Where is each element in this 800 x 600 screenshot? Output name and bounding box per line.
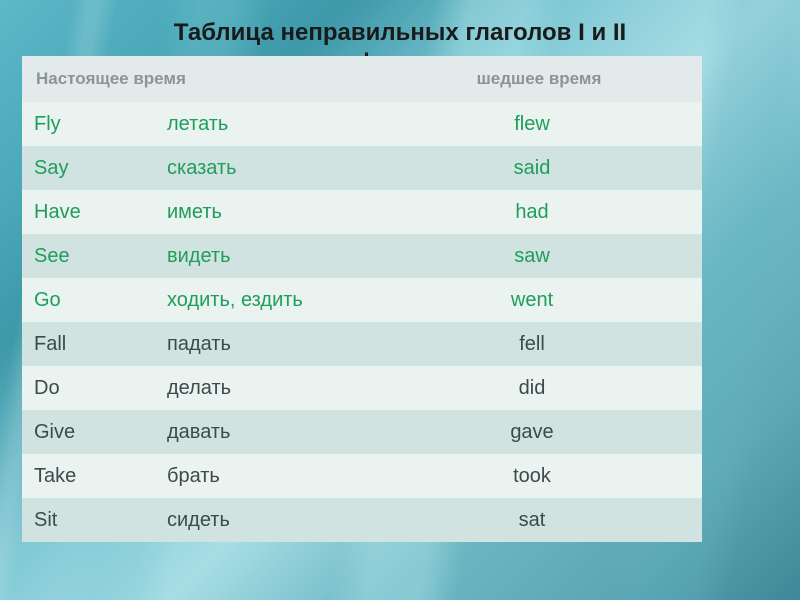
- verbs-table: Настоящее время шедшее время Fly летать …: [22, 56, 702, 542]
- cell-translation: брать: [167, 454, 362, 498]
- cell-past: had: [362, 190, 702, 234]
- cell-verb: Give: [22, 410, 167, 454]
- cell-translation: сидеть: [167, 498, 362, 542]
- cell-past: flew: [362, 102, 702, 146]
- cell-verb: Fall: [22, 322, 167, 366]
- table-row: Have иметь had: [22, 190, 702, 234]
- table-row: Take брать took: [22, 454, 702, 498]
- cell-translation: падать: [167, 322, 362, 366]
- title-line-1: Таблица неправильных глаголов I и II: [174, 19, 626, 46]
- slide-container: Таблица неправильных глаголов I и II фор…: [0, 0, 800, 600]
- cell-verb: Sit: [22, 498, 167, 542]
- table-row: Go ходить, ездить went: [22, 278, 702, 322]
- cell-translation: делать: [167, 366, 362, 410]
- cell-verb: Have: [22, 190, 167, 234]
- cell-verb: Go: [22, 278, 167, 322]
- table-row: Sit сидеть sat: [22, 498, 702, 542]
- cell-past: saw: [362, 234, 702, 278]
- cell-translation: видеть: [167, 234, 362, 278]
- cell-past: fell: [362, 322, 702, 366]
- cell-past: said: [362, 146, 702, 190]
- cell-verb: Say: [22, 146, 167, 190]
- header-past: шедшее время: [362, 56, 702, 102]
- table-row: Do делать did: [22, 366, 702, 410]
- cell-verb: Take: [22, 454, 167, 498]
- table-header-row: Настоящее время шедшее время: [22, 56, 702, 102]
- cell-past: took: [362, 454, 702, 498]
- cell-past: sat: [362, 498, 702, 542]
- cell-translation: иметь: [167, 190, 362, 234]
- cell-verb: Fly: [22, 102, 167, 146]
- header-present: Настоящее время: [22, 56, 362, 102]
- cell-translation: ходить, ездить: [167, 278, 362, 322]
- cell-verb: See: [22, 234, 167, 278]
- table-row: Say сказать said: [22, 146, 702, 190]
- cell-translation: летать: [167, 102, 362, 146]
- table-row: Fall падать fell: [22, 322, 702, 366]
- cell-verb: Do: [22, 366, 167, 410]
- table-row: Fly летать flew: [22, 102, 702, 146]
- cell-translation: сказать: [167, 146, 362, 190]
- table-body: Fly летать flew Say сказать said Have им…: [22, 102, 702, 542]
- cell-past: did: [362, 366, 702, 410]
- cell-past: went: [362, 278, 702, 322]
- cell-past: gave: [362, 410, 702, 454]
- table-row: Give давать gave: [22, 410, 702, 454]
- table-row: See видеть saw: [22, 234, 702, 278]
- cell-translation: давать: [167, 410, 362, 454]
